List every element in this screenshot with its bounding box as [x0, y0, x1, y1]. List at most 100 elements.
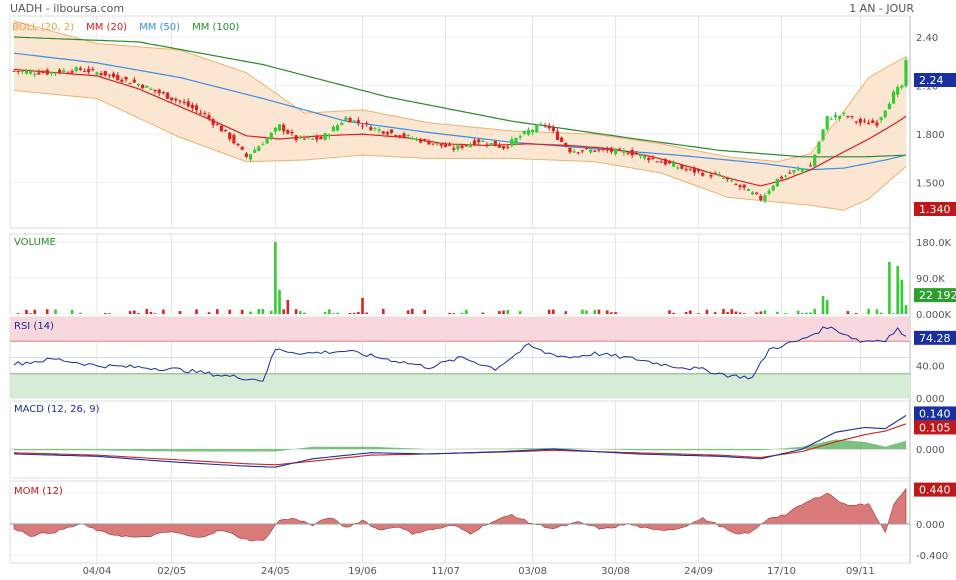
volume-bar [303, 312, 306, 314]
candle-body [331, 126, 336, 132]
candle-body [551, 127, 555, 132]
volume-bar [726, 312, 729, 314]
candle-body [618, 148, 622, 150]
candle-body [477, 139, 481, 143]
volume-bar [796, 310, 800, 314]
candle-body [896, 86, 900, 95]
candle-body [576, 152, 580, 154]
candle-body [539, 124, 543, 126]
candle-body [643, 155, 647, 159]
candle-body [821, 129, 825, 140]
candle-body [153, 89, 157, 92]
volume-bar [328, 309, 331, 314]
rsi-tick-label: 40.00 [916, 362, 945, 373]
volume-bar [149, 311, 153, 314]
candle-body [70, 71, 74, 73]
candle-body [854, 121, 858, 123]
candle-body [506, 146, 510, 148]
volume-bar [904, 305, 908, 314]
candle-body [186, 101, 190, 107]
candle-body [360, 125, 365, 127]
candle-body [696, 168, 701, 172]
volume-bar [249, 311, 252, 314]
candle-body [871, 120, 875, 124]
candle-body [24, 70, 29, 74]
volume-title: VOLUME [14, 237, 56, 248]
candle-body [626, 153, 630, 155]
candle-body [99, 73, 103, 76]
volume-bar [452, 313, 456, 314]
candle-body [120, 79, 124, 82]
signal-last-badge-bg [914, 420, 956, 435]
candle-body [215, 124, 219, 126]
price-tick-label: 2.40 [916, 33, 938, 44]
volume-bar [261, 308, 265, 314]
candle-body [560, 137, 564, 142]
volume-bar [257, 309, 261, 314]
price-tick-label: 1.500 [916, 179, 945, 190]
candle-body [41, 71, 45, 73]
candle-body [427, 141, 431, 145]
candle-body [282, 124, 286, 132]
volume-bar [207, 312, 211, 314]
volume-bar [805, 312, 808, 314]
volume-bar [763, 310, 767, 314]
candle-body [792, 170, 796, 173]
candle-body [87, 68, 91, 73]
candle-body [12, 70, 16, 72]
volume-bar [552, 309, 555, 314]
macd-line [13, 414, 907, 468]
volume-bar [54, 309, 57, 314]
candle-body [779, 176, 784, 179]
candle-body [273, 127, 277, 132]
candle-body [53, 72, 58, 74]
volume-bar [352, 312, 356, 314]
low-price-badge-bg [914, 202, 956, 216]
volume-bar [900, 280, 904, 314]
candle-body [269, 132, 273, 139]
volume-bar [361, 298, 364, 314]
volume-bar [506, 309, 510, 314]
candle-body [555, 131, 560, 140]
candle-body [763, 195, 767, 202]
volume-bar [730, 309, 734, 314]
candle-body [526, 129, 531, 135]
candle-body [124, 77, 128, 80]
candle-body [394, 135, 398, 137]
volume-bar [162, 309, 165, 314]
candle-body [356, 120, 360, 124]
candle-body [605, 149, 609, 151]
volume-bar [722, 309, 725, 314]
volume-bar [336, 312, 339, 314]
bollinger-lower [13, 89, 907, 211]
candle-body [257, 146, 261, 152]
volume-bar [29, 313, 32, 314]
candle-body [597, 149, 601, 151]
candle-body [336, 125, 340, 131]
macd-last-badge: 0.140 [919, 407, 951, 420]
volume-bar [879, 312, 883, 314]
momentum-tick-label: -0.400 [916, 551, 948, 562]
candle-body [456, 145, 460, 150]
candle-body [638, 154, 643, 157]
candle-body [522, 130, 526, 135]
volume-bar [585, 310, 588, 314]
candle-body [37, 72, 41, 75]
volume-bar [688, 310, 692, 314]
candle-body [510, 139, 514, 146]
volume-bar [610, 312, 613, 314]
volume-bar [875, 309, 879, 314]
volume-bar [713, 312, 717, 314]
candle-body [647, 157, 651, 161]
candle-body [365, 123, 369, 125]
volume-bar [278, 290, 281, 314]
candle-body [667, 160, 672, 164]
candle-body [817, 142, 821, 154]
candle-body [141, 84, 145, 89]
last-price-badge-bg [914, 73, 956, 87]
candle-body [410, 138, 414, 140]
volume-bar [298, 311, 302, 314]
candle-body [323, 133, 327, 140]
volume-bar [614, 312, 617, 314]
candle-body [887, 103, 892, 110]
